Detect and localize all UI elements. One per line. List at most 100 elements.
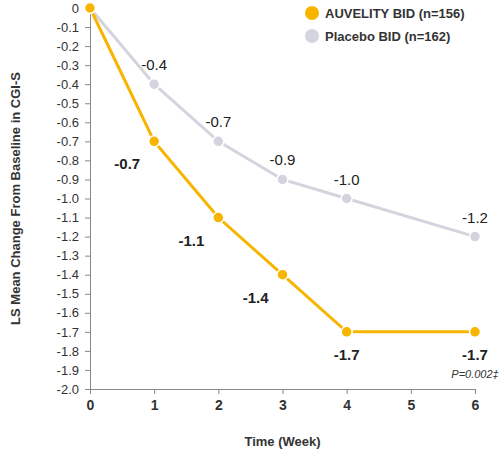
series-marker [149, 79, 160, 90]
x-tick-label: 5 [407, 397, 415, 413]
y-axis: 0 -0.1 -0.2 -0.3 -0.4 -0.5 -0.6 -0.7 -0.8 -0.9 -1.… [57, 1, 91, 397]
y-tick-mark [85, 179, 90, 180]
x-tick-mark [90, 389, 91, 394]
legend-label: AUVELITY BID (n=156) [325, 6, 465, 21]
x-tick-mark [347, 389, 348, 394]
x-tick-label: 0 [87, 397, 95, 413]
y-tick-label: -0.1 [57, 20, 79, 35]
y-tick-label: -1.4 [57, 267, 79, 282]
y-tick-mark [85, 351, 90, 352]
y-axis-line [85, 9, 91, 390]
data-label: -0.7 [114, 155, 140, 172]
series-marker [470, 231, 481, 242]
y-tick: -1.4 [57, 267, 90, 282]
y-tick: -0.8 [57, 153, 90, 168]
legend-swatch [305, 29, 319, 43]
x-axis-line [91, 390, 476, 395]
x-tick: 4 [343, 389, 351, 413]
y-tick-label: -0.4 [57, 77, 79, 92]
x-tick-mark [411, 389, 412, 394]
legend-label: Placebo BID (n=162) [325, 29, 450, 44]
data-label: -0.4 [141, 56, 167, 73]
y-tick-mark [85, 313, 90, 314]
series-marker [213, 212, 224, 223]
y-tick-mark [85, 389, 90, 390]
y-tick: -0.5 [57, 96, 90, 111]
y-tick-label: -1.8 [57, 344, 79, 359]
data-label: -1.0 [334, 171, 360, 188]
x-tick-label: 4 [343, 397, 351, 413]
series-line [90, 8, 475, 237]
y-axis-title: LS Mean Change From Baseline in CGI-S [8, 72, 23, 325]
y-tick-mark [85, 46, 90, 47]
data-label: -1.2 [462, 209, 488, 226]
data-label: -1.7 [462, 346, 488, 363]
x-tick: 5 [407, 389, 415, 413]
x-axis-title: Time (Week) [244, 434, 320, 449]
y-tick: -0.9 [57, 172, 90, 187]
y-tick-label: -1.2 [57, 229, 79, 244]
y-tick: -1.5 [57, 286, 90, 301]
y-tick: -1.3 [57, 248, 90, 263]
data-label: -1.7 [334, 346, 360, 363]
data-labels: -0.7-1.1-1.4-1.7-1.7-0.4-0.7-0.9-1.0-1.2 [114, 56, 488, 363]
legend: AUVELITY BID (n=156) Placebo BID (n=162) [305, 6, 465, 44]
chart-container: 0 -0.1 -0.2 -0.3 -0.4 -0.5 -0.6 -0.7 -0.8 -0.9 -1.… [0, 0, 500, 458]
y-tick-mark [85, 332, 90, 333]
x-axis: 0 1 2 3 4 5 6 [87, 389, 480, 413]
y-tick-label: -1.1 [57, 210, 79, 225]
y-tick-mark [85, 103, 90, 104]
y-tick-label: 0 [72, 1, 79, 16]
y-tick: -0.6 [57, 115, 90, 130]
y-tick: -0.4 [57, 77, 90, 92]
y-tick: -2.0 [57, 382, 90, 397]
y-tick: -1.0 [57, 191, 90, 206]
y-tick-label: -0.7 [57, 134, 79, 149]
marks [85, 3, 481, 338]
y-tick: -1.2 [57, 229, 90, 244]
x-tick-label: 3 [279, 397, 287, 413]
series-line [90, 8, 475, 332]
series-marker [277, 269, 288, 280]
y-tick-mark [85, 218, 90, 219]
y-tick-mark [85, 275, 90, 276]
x-tick-mark [154, 389, 155, 394]
y-tick-label: -0.2 [57, 39, 79, 54]
y-tick: -0.2 [57, 39, 90, 54]
data-label: -1.1 [178, 232, 204, 249]
series-marker [277, 174, 288, 185]
x-tick: 2 [215, 389, 223, 413]
y-tick: -0.1 [57, 20, 90, 35]
x-tick: 6 [472, 389, 480, 413]
x-tick: 3 [279, 389, 287, 413]
y-tick-label: -1.7 [57, 325, 79, 340]
x-tick: 0 [87, 389, 95, 413]
data-label: -1.4 [243, 289, 270, 306]
y-tick-mark [85, 237, 90, 238]
x-tick: 1 [151, 389, 159, 413]
y-tick-mark [85, 27, 90, 28]
y-tick-mark [85, 370, 90, 371]
series-marker [341, 326, 352, 337]
y-tick-label: -0.9 [57, 172, 79, 187]
y-tick-label: -1.3 [57, 248, 79, 263]
x-tick-mark [475, 389, 476, 394]
y-tick-mark [85, 199, 90, 200]
y-tick: -1.1 [57, 210, 90, 225]
y-tick-label: -0.8 [57, 153, 79, 168]
y-tick: -0.7 [57, 134, 90, 149]
x-tick-label: 2 [215, 397, 223, 413]
legend-swatch [305, 6, 319, 20]
y-tick-mark [85, 294, 90, 295]
y-tick-label: -0.5 [57, 96, 79, 111]
y-tick-mark [85, 65, 90, 66]
y-tick-label: -0.3 [57, 58, 79, 73]
x-tick-mark [283, 389, 284, 394]
plot: 0 -0.1 -0.2 -0.3 -0.4 -0.5 -0.6 -0.7 -0.8 -0.9 -1.… [57, 1, 488, 413]
y-tick: -1.8 [57, 344, 90, 359]
series-marker [85, 3, 96, 14]
y-tick-label: -1.6 [57, 305, 79, 320]
y-tick-mark [85, 141, 90, 142]
x-tick-mark [218, 389, 219, 394]
series-marker [470, 326, 481, 337]
